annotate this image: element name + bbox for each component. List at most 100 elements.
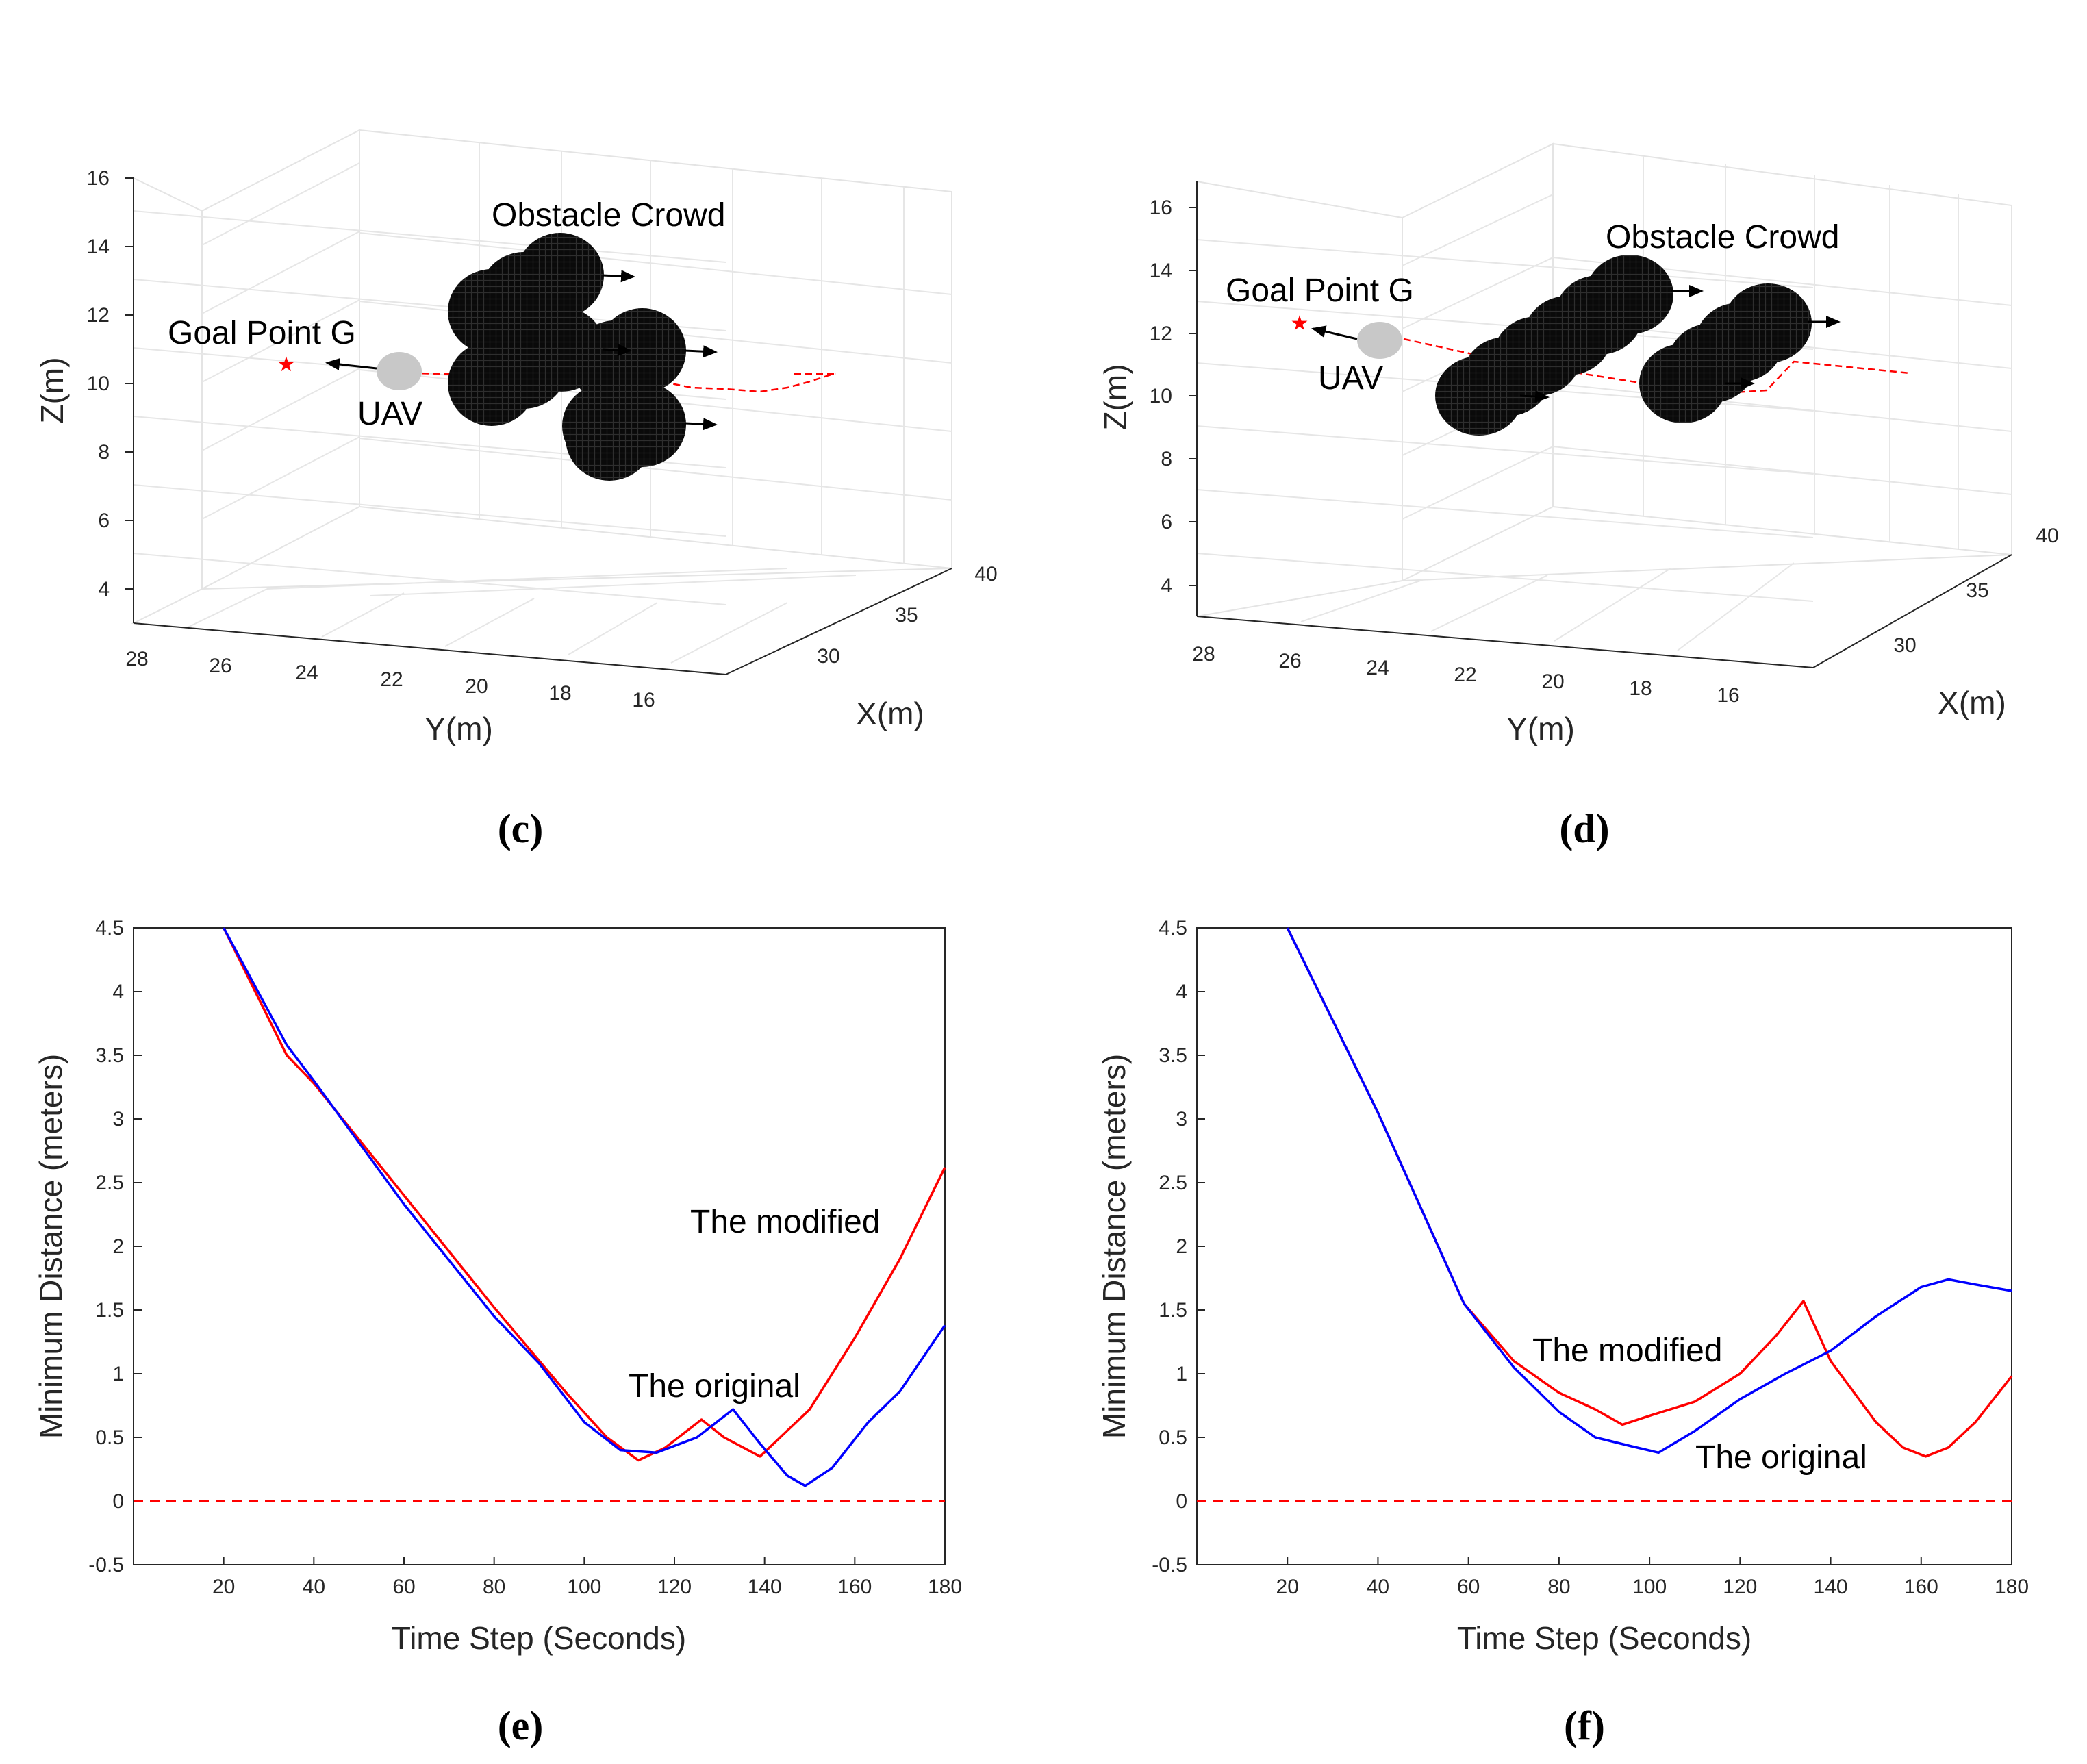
panel-c-ztick: 14 <box>87 236 110 258</box>
panel-e-annot-original: The original <box>629 1368 800 1404</box>
panel-e-ylabel: Minimum Distance (meters) <box>33 1054 68 1439</box>
panel-e-label: (e) <box>498 1703 544 1748</box>
panel-f-xtick: 160 <box>1904 1576 1938 1598</box>
panel-d-ytick: 22 <box>1454 664 1476 686</box>
panel-c-xtick: 35 <box>895 604 918 627</box>
panel-f-annot-modified: The modified <box>1532 1333 1722 1369</box>
panel-e-xtick: 140 <box>748 1576 782 1598</box>
panel-e-ytick: 3 <box>112 1108 124 1131</box>
panel-f-xtick: 20 <box>1276 1576 1299 1598</box>
panel-e-xtick: 100 <box>567 1576 601 1598</box>
panel-e-ytick: 4 <box>112 981 124 1003</box>
panel-c-ytick: 28 <box>125 648 148 670</box>
panel-f-xtick: 40 <box>1367 1576 1389 1598</box>
panel-d-ytick: 16 <box>1717 684 1739 707</box>
panel-e-ytick: 0.5 <box>95 1426 124 1449</box>
panel-d-obstacle-crowd <box>1435 255 1841 436</box>
panel-d-ylabel: Y(m) <box>1506 711 1575 746</box>
panel-d-ztick: 10 <box>1150 385 1172 407</box>
panel-d-ztick: 12 <box>1150 323 1172 345</box>
panel-f-ytick: 3.5 <box>1159 1044 1187 1067</box>
panel-f-xtick: 60 <box>1457 1576 1480 1598</box>
panel-f-xtick: 180 <box>1995 1576 2029 1598</box>
panel-c-obstacle-crowd <box>448 233 718 481</box>
panel-d-ytick: 26 <box>1278 650 1301 672</box>
panel-d-obstacle <box>1639 344 1727 423</box>
panel-e-ytick: 0 <box>112 1490 124 1513</box>
panel-c-ytick: 20 <box>465 675 488 698</box>
panel-d: 4 6 8 10 12 14 16 28 26 24 22 20 18 16 3… <box>1098 142 2059 851</box>
panel-f-ytick: 0.5 <box>1159 1426 1187 1449</box>
panel-c-xlabel: X(m) <box>856 696 924 731</box>
panel-f-plot-area <box>1196 927 2012 1565</box>
panel-f-ylabel: Minimum Distance (meters) <box>1096 1054 1132 1439</box>
panel-e-ytick: 1 <box>112 1363 124 1385</box>
panel-d-ytick: 18 <box>1629 677 1652 700</box>
panel-e-xtick: 180 <box>928 1576 962 1598</box>
panel-d-xtick: 35 <box>1966 579 1988 602</box>
panel-f: 20 40 60 80 100 120 140 160 180 -0.5 0 0.5 1 1.5 2 2.5 3… <box>1096 917 2029 1748</box>
panel-e-xtick: 60 <box>392 1576 415 1598</box>
panel-d-ytick: 24 <box>1366 657 1389 679</box>
panel-e-ytick: 3.5 <box>95 1044 124 1067</box>
panel-f-series-modified <box>1286 927 2013 1458</box>
panel-f-ytick: 4 <box>1176 981 1187 1003</box>
panel-e-xtick: 40 <box>303 1576 325 1598</box>
panel-d-ztick: 8 <box>1161 448 1172 470</box>
panel-c-ytick: 22 <box>380 668 403 691</box>
panel-d-ytick: 28 <box>1192 643 1215 666</box>
panel-d-goal-star: ★ <box>1291 312 1309 336</box>
panel-d-axes: 4 6 8 10 12 14 16 28 26 24 22 20 18 16 3… <box>1098 181 2059 746</box>
panel-c-ylabel: Y(m) <box>425 711 493 746</box>
panel-c-xtick: 40 <box>974 563 997 585</box>
panel-e-ytick: 4.5 <box>95 917 124 940</box>
panel-e: 20 40 60 80 100 120 140 160 180 -0.5 0 0.5 1 1.5 2 2.5 3… <box>33 917 962 1748</box>
panel-f-ytick: 1 <box>1176 1363 1187 1385</box>
panel-c-obstacle <box>562 383 650 468</box>
panel-e-series-original <box>223 927 946 1487</box>
panel-e-ytick: 2 <box>112 1235 124 1258</box>
panel-e-ticks: 20 40 60 80 100 120 140 160 180 -0.5 0 0.5 1 1.5 2 2.5 3… <box>88 917 962 1598</box>
panel-d-zlabel: Z(m) <box>1098 364 1133 430</box>
panel-d-ztick: 4 <box>1161 575 1172 597</box>
panel-c-xtick: 30 <box>817 645 839 668</box>
panel-f-ytick: 2 <box>1176 1235 1187 1258</box>
panel-f-label: (f) <box>1564 1703 1605 1748</box>
panel-c-ztick: 8 <box>98 441 110 464</box>
panel-f-xtick: 120 <box>1723 1576 1757 1598</box>
panel-d-grid <box>1196 142 2012 669</box>
panel-d-scene: ★ Goal Point G UAV Obstacle Crowd <box>1226 219 1911 436</box>
panel-f-ytick: 4.5 <box>1159 917 1187 940</box>
panel-e-xtick: 20 <box>212 1576 235 1598</box>
panel-c-scene: ★ Goal Point G UAV Obstacle Crowd <box>168 197 836 481</box>
panel-c-crowd-label: Obstacle Crowd <box>492 197 725 234</box>
panel-f-xtick: 80 <box>1547 1576 1570 1598</box>
panel-c-ytick: 18 <box>548 682 571 705</box>
panel-c-obstacle <box>448 341 535 426</box>
panel-c-ytick: 24 <box>295 662 318 684</box>
panel-d-xtick: 40 <box>2036 525 2058 547</box>
panel-c-goal-star: ★ <box>277 353 296 377</box>
panel-c-ytick: 16 <box>632 689 655 711</box>
panel-e-plot-area <box>133 927 946 1565</box>
panel-d-ztick: 16 <box>1150 197 1172 219</box>
panel-c: 4 6 8 10 12 14 16 28 26 24 22 20 18 16 3… <box>34 129 998 851</box>
panel-f-ytick: 0 <box>1176 1490 1187 1513</box>
panel-c-uav <box>377 352 422 390</box>
panel-e-ytick: -0.5 <box>88 1554 124 1576</box>
panel-d-uav-label: UAV <box>1318 360 1383 396</box>
panel-e-xtick: 120 <box>657 1576 692 1598</box>
panel-c-ztick: 16 <box>87 167 110 190</box>
panel-e-ytick: 2.5 <box>95 1172 124 1194</box>
panel-e-xtick: 160 <box>837 1576 872 1598</box>
panel-d-crowd-label: Obstacle Crowd <box>1606 219 1839 255</box>
panel-f-xtick: 100 <box>1632 1576 1667 1598</box>
panel-e-series-modified <box>223 927 946 1462</box>
panel-d-goal-label: Goal Point G <box>1226 273 1414 309</box>
panel-d-obstacle <box>1435 356 1523 436</box>
panel-c-ytick: 26 <box>209 655 231 677</box>
panel-c-ztick: 12 <box>87 304 110 327</box>
panel-c-ztick: 6 <box>98 509 110 532</box>
panel-d-xlabel: X(m) <box>1938 685 2006 720</box>
panel-e-ytick: 1.5 <box>95 1299 124 1322</box>
